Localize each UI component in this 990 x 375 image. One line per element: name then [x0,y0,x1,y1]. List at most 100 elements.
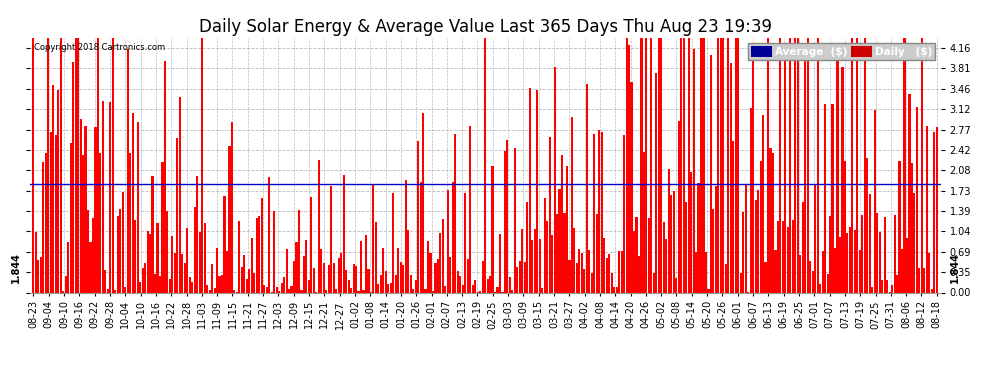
Bar [38,261,40,292]
Bar [670,195,672,292]
Bar [687,28,690,292]
Bar [819,284,821,292]
Bar [596,214,598,292]
Bar [884,217,886,292]
Bar [109,102,112,292]
Text: 1.844: 1.844 [11,252,21,283]
Bar [675,278,677,292]
Bar [350,288,352,292]
Bar [519,261,521,292]
Bar [506,140,509,292]
Bar [767,28,769,292]
Bar [710,55,712,292]
Bar [794,28,796,292]
Bar [568,260,570,292]
Bar [241,267,243,292]
Bar [690,172,692,292]
Bar [367,269,369,292]
Bar [718,28,720,292]
Bar [566,165,568,292]
Bar [346,270,347,292]
Bar [740,273,742,292]
Bar [400,261,402,292]
Bar [355,266,357,292]
Bar [643,152,645,292]
Bar [542,288,544,292]
Bar [323,263,325,292]
Bar [807,28,809,292]
Bar [921,31,923,292]
Bar [593,134,595,292]
Bar [524,262,526,292]
Bar [551,235,553,292]
Bar [856,28,858,292]
Bar [35,232,37,292]
Bar [804,59,806,292]
Bar [69,142,71,292]
Bar [313,268,315,292]
Bar [290,286,293,292]
Bar [375,222,377,292]
Bar [310,197,313,292]
Bar [159,276,161,292]
Bar [191,282,193,292]
Bar [320,249,323,292]
Bar [435,263,437,292]
Bar [548,137,550,292]
Bar [124,286,127,292]
Bar [169,279,171,292]
Bar [229,146,231,292]
Bar [186,228,188,292]
Bar [415,280,417,292]
Bar [219,276,221,292]
Title: Daily Solar Energy & Average Value Last 365 Days Thu Aug 23 19:39: Daily Solar Energy & Average Value Last … [199,18,771,36]
Bar [278,291,280,292]
Bar [338,258,340,292]
Bar [837,58,839,292]
Bar [318,160,320,292]
Bar [544,198,545,292]
Bar [861,215,863,292]
Bar [866,158,868,292]
Bar [774,250,776,292]
Bar [931,289,933,292]
Bar [720,28,722,292]
Bar [471,285,474,292]
Bar [171,236,173,292]
Bar [578,249,580,292]
Bar [45,153,47,292]
Bar [899,161,901,292]
Bar [501,291,504,292]
Bar [924,268,926,292]
Bar [621,251,623,292]
Bar [79,119,81,292]
Bar [461,285,464,292]
Bar [814,185,816,292]
Bar [623,135,625,292]
Bar [638,256,640,292]
Bar [792,220,794,292]
Bar [181,254,183,292]
Bar [868,195,871,292]
Bar [129,153,132,292]
Bar [608,254,610,292]
Bar [802,202,804,292]
Bar [246,279,248,292]
Bar [700,28,702,292]
Bar [405,180,407,292]
Bar [189,277,191,292]
Bar [539,239,541,292]
Bar [759,161,761,292]
Bar [204,223,206,292]
Bar [211,264,213,292]
Bar [723,28,725,292]
Bar [657,28,660,292]
Bar [214,288,216,292]
Bar [99,153,102,292]
Bar [906,238,908,292]
Bar [179,98,181,292]
Bar [517,267,519,292]
Bar [481,261,484,292]
Bar [886,280,888,292]
Bar [303,256,305,292]
